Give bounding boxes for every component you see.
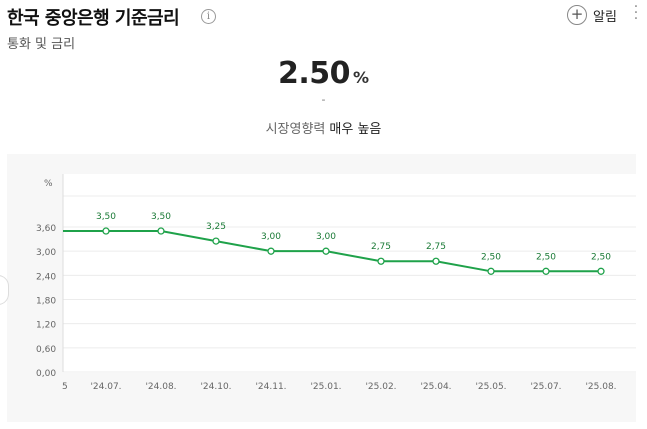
data-point <box>432 257 440 265</box>
more-options-icon[interactable]: · · · <box>633 0 639 27</box>
market-influence: 시장영향력 매우 높음 <box>0 118 647 137</box>
data-point <box>377 257 385 265</box>
info-icon[interactable]: i <box>201 9 216 24</box>
y-tick-label: 2,40 <box>36 272 56 282</box>
x-tick-label: '25.07. <box>530 382 561 392</box>
y-axis-unit: % <box>44 179 53 189</box>
rate-summary: 2.50% <box>0 56 647 91</box>
data-point <box>102 227 110 235</box>
y-tick-label: 1,20 <box>36 321 56 331</box>
x-tick-label: '25.05. <box>475 382 506 392</box>
rate-line-chart: 3,60 3,00 2,40 1,80 1,20 0,60 0,00% 5 '24.07. '24… <box>36 174 636 392</box>
y-tick-label: 0,60 <box>36 345 56 355</box>
rate-change: - <box>321 93 326 106</box>
plot-area <box>63 174 636 373</box>
data-point <box>542 267 550 275</box>
data-point <box>487 267 495 275</box>
data-label: 3,50 <box>96 212 116 222</box>
data-point <box>157 227 165 235</box>
data-label: 2,75 <box>426 242 446 252</box>
data-label: 2,50 <box>481 252 501 262</box>
x-tick-label: 5 <box>62 382 68 392</box>
x-tick-label: '24.11. <box>255 382 286 392</box>
rate-unit: % <box>353 68 370 87</box>
x-tick-label: '24.10. <box>200 382 231 392</box>
data-label: 3,50 <box>151 212 171 222</box>
data-label: 2,50 <box>591 252 611 262</box>
page-title: 한국 중앙은행 기준금리 <box>7 8 180 29</box>
y-tick-label: 3,60 <box>36 224 56 234</box>
chart-panel: 3,60 3,00 2,40 1,80 1,20 0,60 0,00% 5 '24.07. '24… <box>7 154 636 422</box>
data-label: 3,25 <box>206 222 226 232</box>
category-subtitle: 통화 및 금리 <box>7 37 76 52</box>
data-label: 2,75 <box>371 242 391 252</box>
influence-label: 시장영향력 <box>265 122 326 137</box>
alarm-label: 알림 <box>593 9 617 25</box>
y-tick-label: 3,00 <box>36 248 56 258</box>
y-tick-label: 0,00 <box>36 369 56 379</box>
data-label: 3,00 <box>261 232 281 242</box>
data-label: 2,50 <box>536 252 556 262</box>
x-tick-label: '25.01. <box>310 382 341 392</box>
x-tick-label: '25.08. <box>585 382 616 392</box>
plus-icon: + <box>567 5 587 25</box>
y-tick-label: 1,80 <box>36 297 56 307</box>
rate-value: 2.50 <box>277 56 351 91</box>
alarm-button[interactable]: + 알림 <box>567 5 617 25</box>
data-point <box>212 237 220 245</box>
data-point <box>267 247 275 255</box>
influence-value: 매우 높음 <box>329 122 382 137</box>
x-tick-label: '25.04. <box>420 382 451 392</box>
x-tick-label: '25.02. <box>365 382 396 392</box>
data-point <box>322 247 330 255</box>
data-label: 3,00 <box>316 232 336 242</box>
x-tick-label: '24.07. <box>90 382 121 392</box>
x-tick-label: '24.08. <box>145 382 176 392</box>
data-point <box>597 267 605 275</box>
